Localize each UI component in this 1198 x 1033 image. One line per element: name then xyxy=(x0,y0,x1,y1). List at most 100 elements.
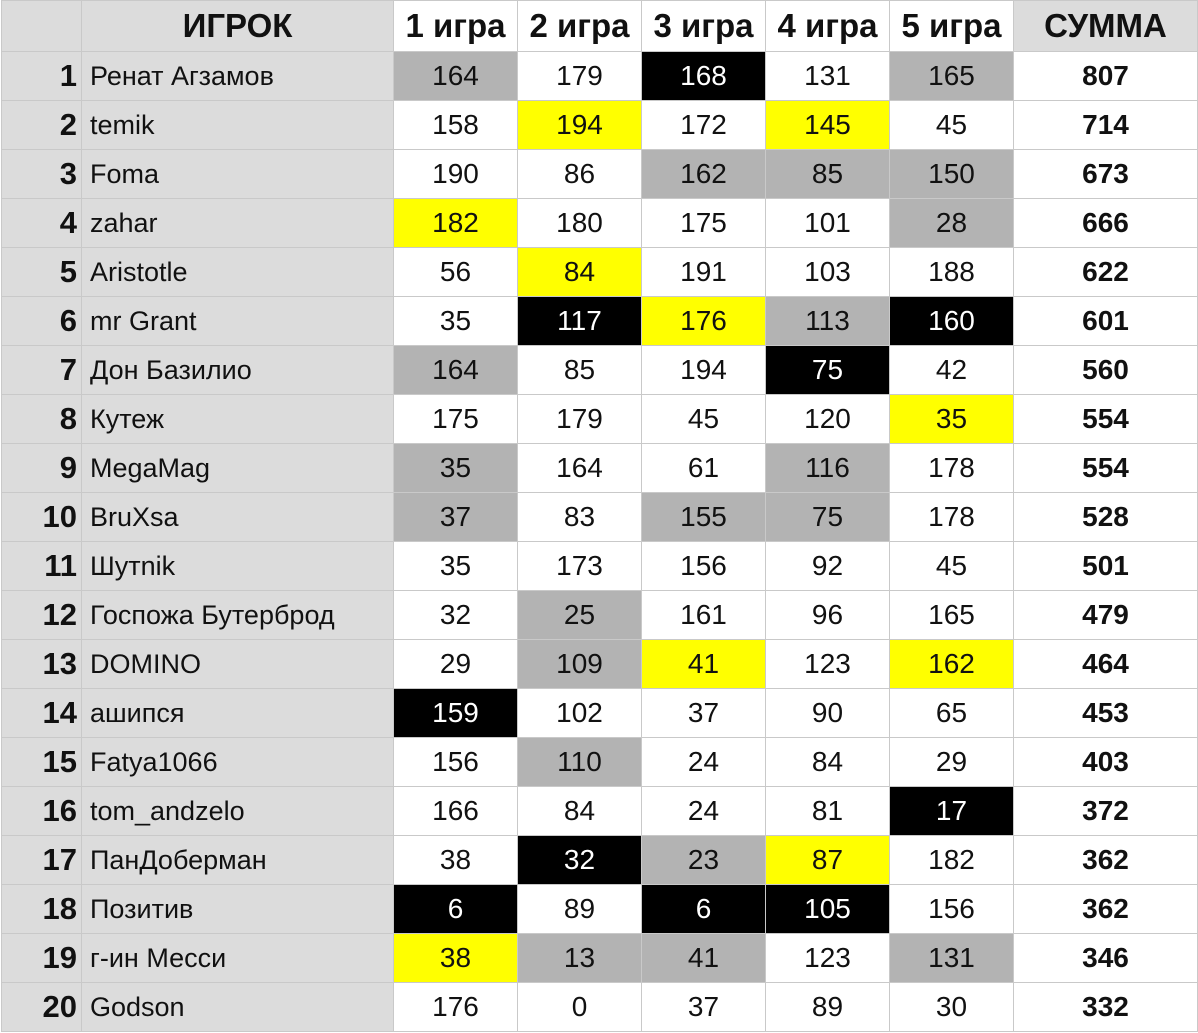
total-cell: 714 xyxy=(1013,100,1198,150)
rank-cell: 11 xyxy=(1,541,82,591)
score-cell-game-5: 188 xyxy=(889,247,1014,297)
score-cell-game-3: 37 xyxy=(641,688,766,738)
rank-cell: 12 xyxy=(1,590,82,640)
rank-cell: 13 xyxy=(1,639,82,689)
rank-cell: 1 xyxy=(1,51,82,101)
score-cell-game-2: 179 xyxy=(517,394,642,444)
score-cell-game-5: 160 xyxy=(889,296,1014,346)
total-cell: 666 xyxy=(1013,198,1198,248)
score-cell-game-2: 13 xyxy=(517,933,642,983)
score-cell-game-1: 159 xyxy=(393,688,518,738)
table-row: 1 Ренат Агзамов 164 179 168 131 165 807 xyxy=(1,51,1198,101)
score-cell-game-3: 6 xyxy=(641,884,766,934)
score-cell-game-4: 92 xyxy=(765,541,890,591)
score-cell-game-2: 109 xyxy=(517,639,642,689)
score-cell-game-1: 156 xyxy=(393,737,518,787)
table-row: 16 tom_andzelo 166 84 24 81 17 372 xyxy=(1,786,1198,836)
player-name-cell: zahar xyxy=(81,198,394,248)
score-cell-game-1: 164 xyxy=(393,345,518,395)
table-row: 7 Дон Базилио 164 85 194 75 42 560 xyxy=(1,345,1198,395)
table-row: 5 Aristotle 56 84 191 103 188 622 xyxy=(1,247,1198,297)
total-cell: 362 xyxy=(1013,884,1198,934)
score-cell-game-3: 41 xyxy=(641,933,766,983)
header-game-4: 4 игра xyxy=(765,0,890,52)
total-cell: 403 xyxy=(1013,737,1198,787)
table-row: 20 Godson 176 0 37 89 30 332 xyxy=(1,982,1198,1032)
score-cell-game-2: 85 xyxy=(517,345,642,395)
score-cell-game-1: 38 xyxy=(393,835,518,885)
score-cell-game-3: 175 xyxy=(641,198,766,248)
score-cell-game-4: 90 xyxy=(765,688,890,738)
table-body: 1 Ренат Агзамов 164 179 168 131 165 807 2 temik 15… xyxy=(1,51,1198,1032)
score-cell-game-4: 85 xyxy=(765,149,890,199)
score-cell-game-1: 175 xyxy=(393,394,518,444)
score-cell-game-2: 164 xyxy=(517,443,642,493)
player-name-cell: Ренат Агзамов xyxy=(81,51,394,101)
score-cell-game-5: 65 xyxy=(889,688,1014,738)
score-cell-game-4: 123 xyxy=(765,933,890,983)
rank-cell: 3 xyxy=(1,149,82,199)
table-row: 17 ПанДоберман 38 32 23 87 182 362 xyxy=(1,835,1198,885)
header-game-1: 1 игра xyxy=(393,0,518,52)
total-cell: 554 xyxy=(1013,394,1198,444)
score-cell-game-5: 29 xyxy=(889,737,1014,787)
score-cell-game-5: 35 xyxy=(889,394,1014,444)
total-cell: 601 xyxy=(1013,296,1198,346)
score-cell-game-1: 37 xyxy=(393,492,518,542)
score-cell-game-4: 101 xyxy=(765,198,890,248)
score-cell-game-4: 81 xyxy=(765,786,890,836)
table-row: 13 DOMINO 29 109 41 123 162 464 xyxy=(1,639,1198,689)
player-name-cell: Госпожа Бутерброд xyxy=(81,590,394,640)
score-cell-game-4: 84 xyxy=(765,737,890,787)
score-cell-game-4: 89 xyxy=(765,982,890,1032)
header-game-2: 2 игра xyxy=(517,0,642,52)
score-cell-game-4: 123 xyxy=(765,639,890,689)
header-game-5: 5 игра xyxy=(889,0,1014,52)
table-row: 6 mr Grant 35 117 176 113 160 601 xyxy=(1,296,1198,346)
rank-cell: 18 xyxy=(1,884,82,934)
score-cell-game-3: 45 xyxy=(641,394,766,444)
score-cell-game-3: 172 xyxy=(641,100,766,150)
score-cell-game-5: 182 xyxy=(889,835,1014,885)
score-cell-game-2: 180 xyxy=(517,198,642,248)
rank-cell: 6 xyxy=(1,296,82,346)
score-cell-game-5: 165 xyxy=(889,51,1014,101)
rank-cell: 10 xyxy=(1,492,82,542)
rank-cell: 16 xyxy=(1,786,82,836)
score-cell-game-4: 145 xyxy=(765,100,890,150)
score-cell-game-2: 194 xyxy=(517,100,642,150)
score-cell-game-3: 23 xyxy=(641,835,766,885)
player-name-cell: temik xyxy=(81,100,394,150)
score-cell-game-5: 42 xyxy=(889,345,1014,395)
table-row: 19 г-ин Месси 38 13 41 123 131 346 xyxy=(1,933,1198,983)
player-name-cell: Fatya1066 xyxy=(81,737,394,787)
score-cell-game-2: 84 xyxy=(517,247,642,297)
score-cell-game-2: 89 xyxy=(517,884,642,934)
score-cell-game-3: 24 xyxy=(641,737,766,787)
player-name-cell: Foma xyxy=(81,149,394,199)
player-name-cell: г-ин Месси xyxy=(81,933,394,983)
score-cell-game-3: 37 xyxy=(641,982,766,1032)
player-name-cell: DOMINO xyxy=(81,639,394,689)
total-cell: 362 xyxy=(1013,835,1198,885)
score-cell-game-1: 190 xyxy=(393,149,518,199)
total-cell: 372 xyxy=(1013,786,1198,836)
score-cell-game-4: 120 xyxy=(765,394,890,444)
score-cell-game-4: 116 xyxy=(765,443,890,493)
header-total: СУММА xyxy=(1013,0,1198,52)
rank-cell: 2 xyxy=(1,100,82,150)
table-row: 15 Fatya1066 156 110 24 84 29 403 xyxy=(1,737,1198,787)
player-name-cell: Позитив xyxy=(81,884,394,934)
header-player: ИГРОК xyxy=(81,0,394,52)
score-cell-game-2: 0 xyxy=(517,982,642,1032)
score-cell-game-3: 162 xyxy=(641,149,766,199)
score-cell-game-5: 28 xyxy=(889,198,1014,248)
score-cell-game-1: 176 xyxy=(393,982,518,1032)
player-name-cell: BruXsa xyxy=(81,492,394,542)
score-cell-game-2: 83 xyxy=(517,492,642,542)
rank-cell: 7 xyxy=(1,345,82,395)
score-cell-game-3: 24 xyxy=(641,786,766,836)
score-cell-game-3: 161 xyxy=(641,590,766,640)
score-cell-game-1: 35 xyxy=(393,541,518,591)
table-row: 18 Позитив 6 89 6 105 156 362 xyxy=(1,884,1198,934)
